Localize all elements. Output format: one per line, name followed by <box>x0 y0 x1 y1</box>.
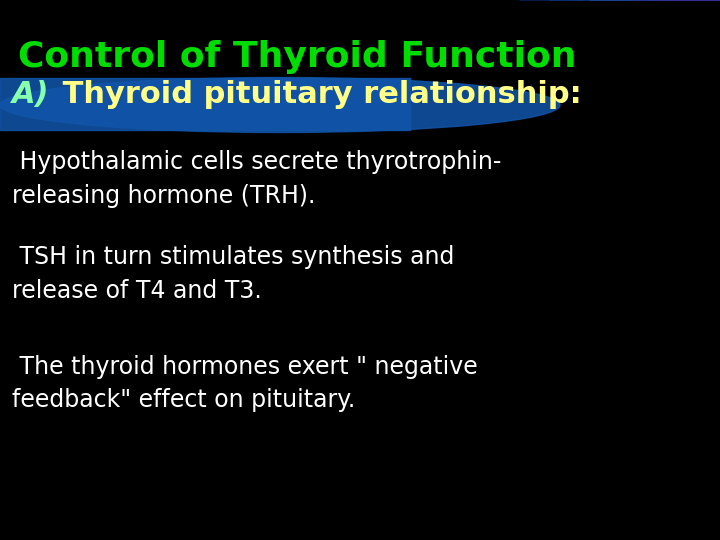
Ellipse shape <box>0 78 560 132</box>
Text: Hypothalamic cells secrete thyrotrophin-
releasing hormone (TRH).: Hypothalamic cells secrete thyrotrophin-… <box>12 150 501 207</box>
Text: TSH in turn stimulates synthesis and
release of T4 and T3.: TSH in turn stimulates synthesis and rel… <box>12 245 454 302</box>
Text: A): A) <box>12 80 50 109</box>
Text: Thyroid pituitary relationship:: Thyroid pituitary relationship: <box>52 80 582 109</box>
Text: The thyroid hormones exert " negative
feedback" effect on pituitary.: The thyroid hormones exert " negative fe… <box>12 355 478 413</box>
FancyBboxPatch shape <box>0 78 410 130</box>
Text: Control of Thyroid Function: Control of Thyroid Function <box>18 40 577 74</box>
